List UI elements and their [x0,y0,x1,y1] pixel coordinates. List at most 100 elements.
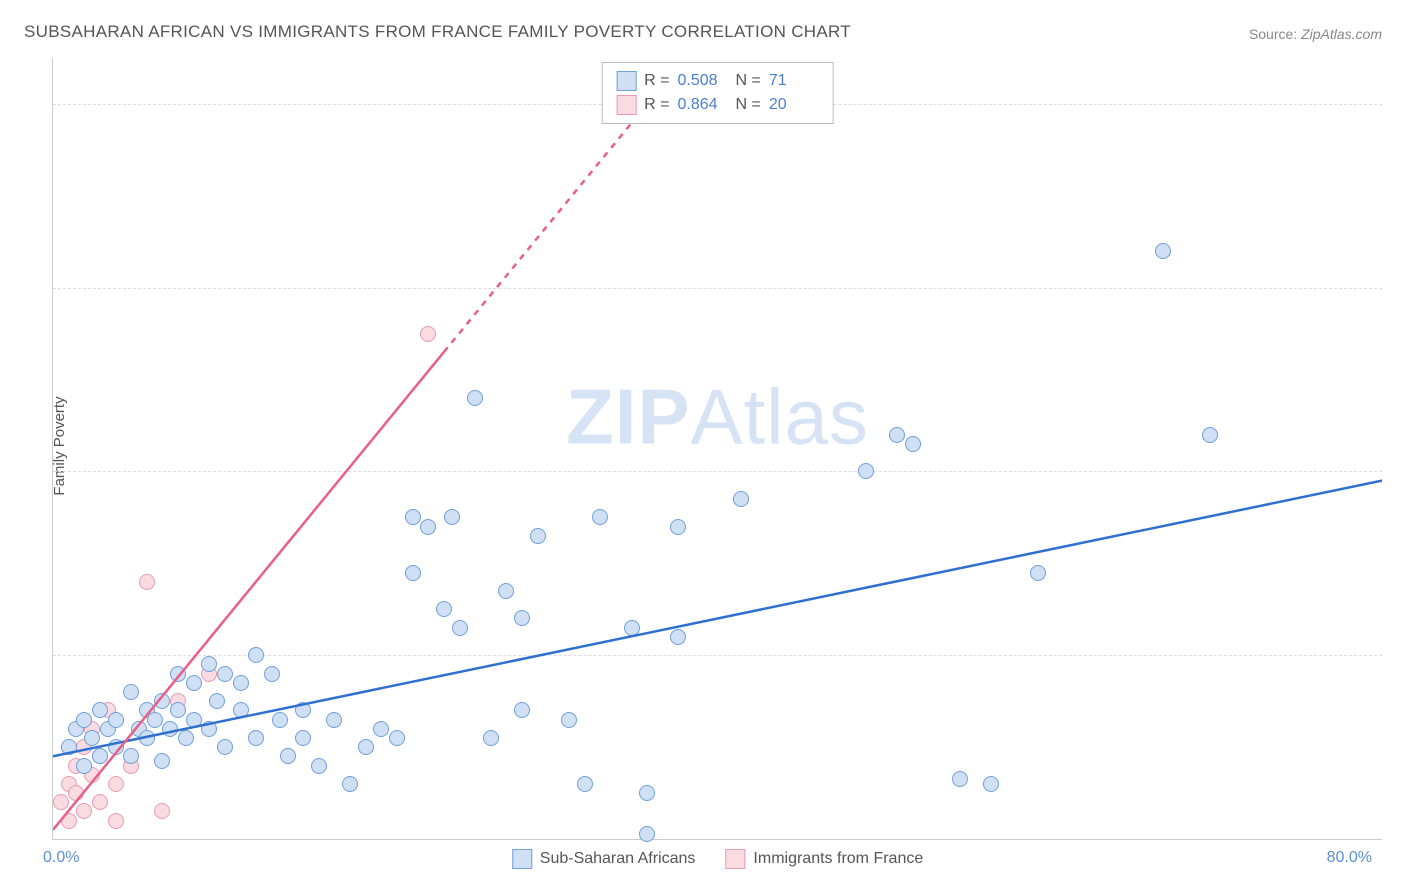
data-point-blue [201,656,217,672]
legend-label-pink: Immigrants from France [753,850,923,868]
data-point-blue [952,771,968,787]
data-point-blue [61,739,77,755]
r-value-blue: 0.508 [678,69,728,93]
data-point-blue [670,519,686,535]
regression-line [53,352,444,830]
r-label: R = [644,93,669,117]
data-point-blue [592,509,608,525]
data-point-blue [76,712,92,728]
data-point-blue [467,390,483,406]
data-point-blue [154,693,170,709]
gridline [53,288,1382,289]
data-point-blue [311,758,327,774]
data-point-pink [61,813,77,829]
data-point-blue [405,509,421,525]
data-point-blue [248,647,264,663]
chart-title: SUBSAHARAN AFRICAN VS IMMIGRANTS FROM FR… [24,22,851,42]
data-point-blue [483,730,499,746]
data-point-blue [295,702,311,718]
data-point-blue [444,509,460,525]
regression-lines-layer [53,58,1382,839]
data-point-blue [889,427,905,443]
data-point-blue [436,601,452,617]
data-point-blue [639,826,655,842]
data-point-blue [147,712,163,728]
legend-stats-row-blue: R = 0.508 N = 71 [616,69,819,93]
x-tick-max: 80.0% [1327,849,1372,867]
data-point-blue [373,721,389,737]
data-point-blue [983,776,999,792]
data-point-blue [162,721,178,737]
data-point-blue [139,730,155,746]
regression-line [53,481,1382,757]
n-label: N = [736,93,761,117]
data-point-blue [452,620,468,636]
data-point-blue [530,528,546,544]
chart-plot-area: ZIPAtlas R = 0.508 N = 71 R = 0.864 N = … [52,58,1382,840]
data-point-blue [624,620,640,636]
watermark: ZIPAtlas [566,372,869,463]
data-point-blue [280,748,296,764]
x-tick-min: 0.0% [43,849,79,867]
legend-swatch-pink [725,849,745,869]
legend-swatch-blue [616,71,636,91]
data-point-pink [92,794,108,810]
data-point-blue [233,675,249,691]
data-point-blue [123,748,139,764]
data-point-blue [178,730,194,746]
data-point-blue [1202,427,1218,443]
regression-line [444,104,647,352]
data-point-blue [201,721,217,737]
data-point-blue [514,610,530,626]
source-label: Source: [1249,26,1297,42]
data-point-pink [420,326,436,342]
data-point-blue [342,776,358,792]
legend-stats-box: R = 0.508 N = 71 R = 0.864 N = 20 [601,62,834,124]
data-point-blue [217,739,233,755]
data-point-blue [92,748,108,764]
data-point-blue [272,712,288,728]
data-point-blue [123,684,139,700]
r-value-pink: 0.864 [678,93,728,117]
n-value-blue: 71 [769,69,819,93]
legend-label-blue: Sub-Saharan Africans [540,850,696,868]
legend-swatch-pink [616,95,636,115]
legend-swatch-blue [512,849,532,869]
data-point-blue [498,583,514,599]
data-point-blue [108,712,124,728]
data-point-pink [108,776,124,792]
data-point-pink [154,803,170,819]
data-point-blue [264,666,280,682]
data-point-blue [186,712,202,728]
legend-item-pink: Immigrants from France [725,849,923,869]
data-point-blue [733,491,749,507]
data-point-blue [405,565,421,581]
data-point-blue [420,519,436,535]
data-point-blue [670,629,686,645]
data-point-blue [170,666,186,682]
data-point-pink [108,813,124,829]
data-point-pink [68,785,84,801]
data-point-blue [514,702,530,718]
data-point-blue [170,702,186,718]
data-point-blue [577,776,593,792]
y-tick-label: 80.0% [1392,95,1406,113]
data-point-blue [1155,243,1171,259]
data-point-blue [295,730,311,746]
watermark-bold: ZIP [566,373,690,461]
data-point-blue [1030,565,1046,581]
r-label: R = [644,69,669,93]
data-point-blue [326,712,342,728]
y-tick-label: 20.0% [1392,646,1406,664]
data-point-pink [76,803,92,819]
data-point-blue [76,758,92,774]
data-point-blue [639,785,655,801]
y-tick-label: 40.0% [1392,462,1406,480]
data-point-blue [233,702,249,718]
data-point-blue [358,739,374,755]
legend-stats-row-pink: R = 0.864 N = 20 [616,93,819,117]
n-value-pink: 20 [769,93,819,117]
source-value: ZipAtlas.com [1301,26,1382,42]
data-point-blue [561,712,577,728]
watermark-rest: Atlas [690,373,868,461]
